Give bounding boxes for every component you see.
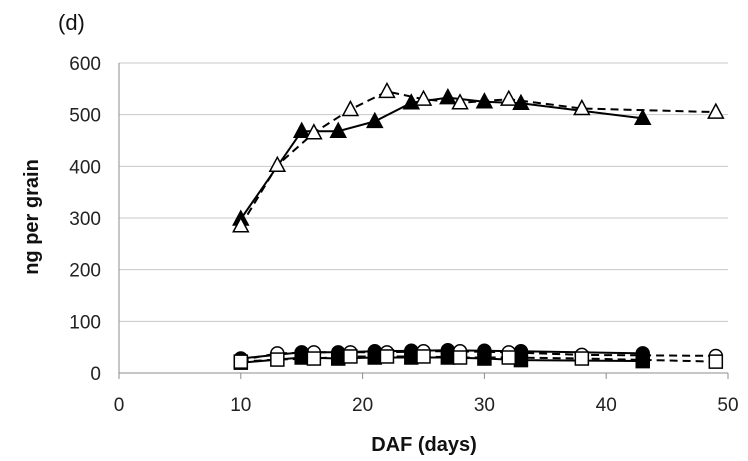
- y-tick-label: 600: [69, 54, 101, 75]
- series-line: [239, 96, 643, 220]
- triangle-marker: [268, 155, 287, 173]
- series-line: [240, 355, 716, 363]
- y-tick-labels: 0 100 200 300 400 500 600: [69, 54, 101, 385]
- triangle-marker: [329, 121, 347, 138]
- triangle-marker: [341, 99, 360, 117]
- square-marker: [708, 354, 724, 369]
- panel-label: (d): [58, 10, 85, 35]
- x-tick-label: 0: [114, 395, 125, 416]
- triangle-marker: [451, 93, 469, 110]
- x-tick-label: 50: [717, 395, 738, 416]
- triangle-marker: [305, 123, 323, 140]
- grid: [119, 62, 728, 322]
- series-2: [232, 81, 725, 233]
- series-6: [233, 349, 724, 369]
- triangle-marker: [366, 111, 384, 129]
- square-marker: [379, 349, 395, 364]
- square-marker: [343, 349, 358, 364]
- x-tick-labels: 0 10 20 30 40 50: [114, 395, 739, 416]
- square-marker: [330, 351, 346, 366]
- y-tick-label: 100: [69, 312, 101, 333]
- y-tick-label: 200: [69, 261, 101, 282]
- triangle-marker: [500, 89, 518, 106]
- square-marker: [306, 351, 322, 366]
- y-tick-label: 0: [90, 364, 101, 385]
- triangle-marker: [378, 81, 396, 99]
- square-marker: [574, 351, 590, 366]
- y-tick-label: 500: [69, 106, 101, 127]
- square-marker: [452, 350, 468, 365]
- triangle-marker: [439, 88, 457, 105]
- triangle-marker: [573, 98, 591, 116]
- square-marker: [270, 352, 285, 367]
- triangle-marker: [292, 121, 311, 138]
- triangle-marker: [414, 89, 433, 106]
- square-marker: [477, 351, 492, 366]
- x-tick-label: 20: [352, 395, 373, 416]
- triangle-marker: [232, 216, 250, 233]
- triangle-marker: [707, 102, 725, 119]
- square-marker: [233, 354, 249, 369]
- triangle-marker: [633, 108, 652, 126]
- x-axis-title: DAF (days): [371, 434, 477, 456]
- x-tick-label: 30: [474, 395, 495, 416]
- axes: [118, 63, 729, 379]
- square-marker: [294, 350, 309, 365]
- y-axis-title: ng per grain: [21, 159, 43, 275]
- square-marker: [513, 352, 529, 368]
- series-line: [239, 90, 716, 227]
- x-tick-label: 40: [596, 395, 617, 416]
- y-tick-label: 300: [69, 209, 101, 230]
- triangle-marker: [402, 93, 421, 110]
- series-layer: [232, 81, 725, 370]
- square-marker: [501, 350, 517, 365]
- square-marker: [416, 349, 431, 364]
- y-tick-label: 400: [69, 157, 101, 178]
- square-marker: [635, 353, 650, 369]
- x-tick-label: 10: [230, 395, 251, 416]
